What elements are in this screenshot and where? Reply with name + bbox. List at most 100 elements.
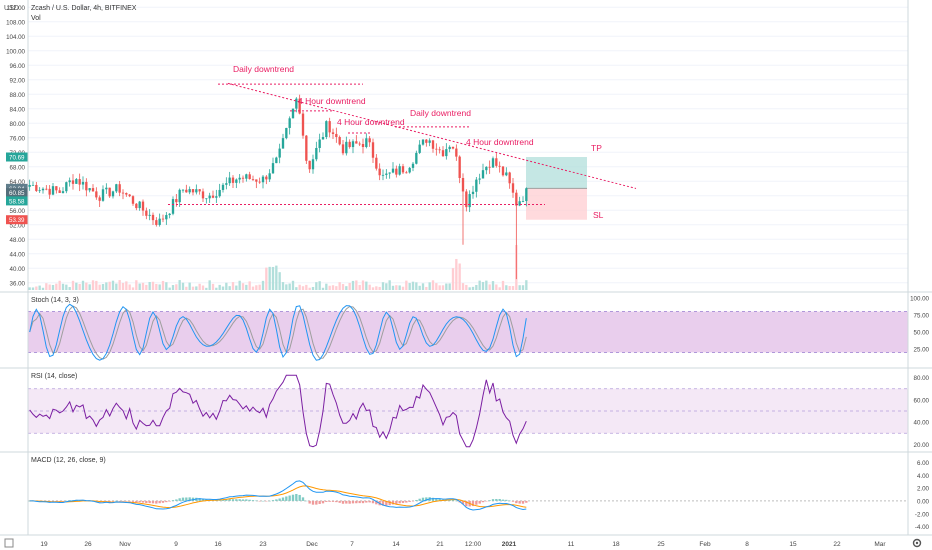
time-axis[interactable]: 19 26 Nov 9 16 23 Dec 7 14 21 12:00 2021 11 18 25 Feb 8 1… — [0, 534, 932, 548]
volume-bar — [525, 280, 528, 290]
volume-bar — [308, 287, 311, 290]
volume-bar — [411, 281, 415, 290]
volume-bar — [521, 285, 525, 290]
candle — [471, 185, 475, 199]
candle — [485, 166, 488, 175]
candle — [461, 173, 465, 245]
macd-hist-bar — [288, 495, 291, 501]
macd-hist-bar — [418, 498, 421, 501]
candle — [311, 154, 315, 174]
macd-hist-bar — [295, 493, 298, 501]
volume-bar — [65, 284, 68, 290]
candle — [85, 178, 88, 197]
rsi-axis[interactable]: 80.00 60.00 40.00 20.00 — [914, 375, 930, 449]
take-profit-zone[interactable] — [526, 156, 587, 189]
pane-tick-label: 100.00 — [910, 296, 929, 303]
candle — [118, 180, 121, 197]
candle — [501, 165, 505, 177]
macd-hist-bar — [68, 500, 71, 501]
macd-hist-bar — [178, 498, 181, 501]
symbol-title[interactable]: Zcash / U.S. Dollar, 4h, BITFINEX — [31, 5, 137, 12]
volume-bar — [285, 284, 288, 290]
macd-hist-bar — [65, 500, 68, 502]
candle — [205, 198, 208, 204]
candle — [518, 196, 521, 207]
macd-hist-bar — [518, 500, 521, 504]
macd-hist-bar — [151, 500, 155, 504]
macd-axis[interactable]: 6.00 4.00 2.00 0.00 -2.00 -4.00 — [915, 460, 930, 531]
macd-label[interactable]: MACD (12, 26, close, 9) — [31, 457, 106, 464]
candle — [111, 190, 115, 199]
volume-bar — [48, 284, 51, 290]
volume-bar — [415, 282, 418, 290]
candle — [505, 167, 508, 177]
candle — [481, 163, 485, 179]
macd-hist-bar — [278, 498, 281, 501]
volume-bar — [161, 280, 165, 290]
macd-hist-bar — [481, 500, 485, 503]
volume-bar — [435, 283, 438, 290]
pane-tick-label: 25.00 — [914, 347, 930, 354]
volume-bar — [328, 285, 331, 290]
candle — [291, 108, 295, 119]
candle — [261, 175, 265, 189]
macd-hist-bar — [225, 499, 228, 501]
macd-hist-bar — [311, 500, 315, 505]
macd-hist-bar — [361, 500, 365, 504]
candle — [228, 171, 231, 186]
candle — [65, 181, 68, 194]
volume-bar — [155, 283, 158, 290]
macd-hist-bar — [145, 500, 148, 504]
volume-bar — [78, 284, 81, 290]
candle — [218, 183, 221, 198]
macd-hist-bar — [138, 500, 141, 503]
price-axis[interactable]: 112.00 108.00 104.00 100.00 96.00 92.00 88.00 8… — [6, 5, 25, 288]
candle — [388, 172, 391, 179]
pane-tick-label: 0.00 — [917, 498, 930, 505]
price-pane: Daily downtrend 4 Hour downtrend Daily d… — [28, 0, 908, 290]
candle — [381, 169, 385, 181]
candle — [268, 169, 271, 182]
volume-bar — [428, 282, 431, 290]
volume-bar — [221, 286, 225, 290]
time-tick-label: Feb — [699, 541, 711, 548]
volume-bar — [218, 284, 221, 290]
candle — [195, 184, 198, 195]
candle — [421, 139, 425, 146]
candle — [155, 217, 158, 227]
stoch-label[interactable]: Stoch (14, 3, 3) — [31, 297, 79, 304]
stop-loss-zone[interactable] — [526, 188, 587, 220]
macd-hist-bar — [271, 500, 275, 501]
rsi-label[interactable]: RSI (14, close) — [31, 373, 77, 380]
macd-hist-bar — [188, 497, 191, 501]
stoch-axis[interactable]: 100.00 75.00 50.00 25.00 — [910, 296, 929, 354]
candle — [415, 150, 418, 165]
volume-bar — [485, 280, 488, 290]
time-axis-settings-icon[interactable] — [4, 538, 14, 548]
time-tick-label: 11 — [568, 541, 575, 548]
macd-hist-bar — [268, 500, 271, 502]
volume-bar — [471, 286, 475, 290]
macd-hist-bar — [515, 500, 518, 504]
macd-hist-bar — [171, 500, 175, 501]
macd-hist-bar — [105, 500, 108, 502]
volume-bar — [131, 287, 135, 290]
volume-bar — [405, 280, 408, 290]
volume-bars — [28, 245, 528, 290]
candle — [211, 190, 215, 199]
macd-hist-bar — [281, 497, 285, 501]
macd-hist-bar — [235, 499, 238, 501]
gear-icon[interactable] — [912, 538, 922, 548]
position-tool[interactable] — [526, 156, 587, 220]
macd-hist-bar — [215, 500, 218, 501]
price-tick-label: 56.00 — [10, 208, 26, 215]
time-tick-label: 15 — [789, 541, 797, 548]
volume-label[interactable]: Vol — [31, 15, 41, 22]
macd-hist-bar — [448, 499, 451, 501]
volume-bar — [191, 286, 195, 290]
volume-bar — [185, 286, 188, 290]
rsi-pane: RSI (14, close) 80.00 60.00 40.00 20.00 — [0, 367, 932, 449]
volume-bar — [388, 280, 391, 290]
candle — [161, 214, 165, 223]
